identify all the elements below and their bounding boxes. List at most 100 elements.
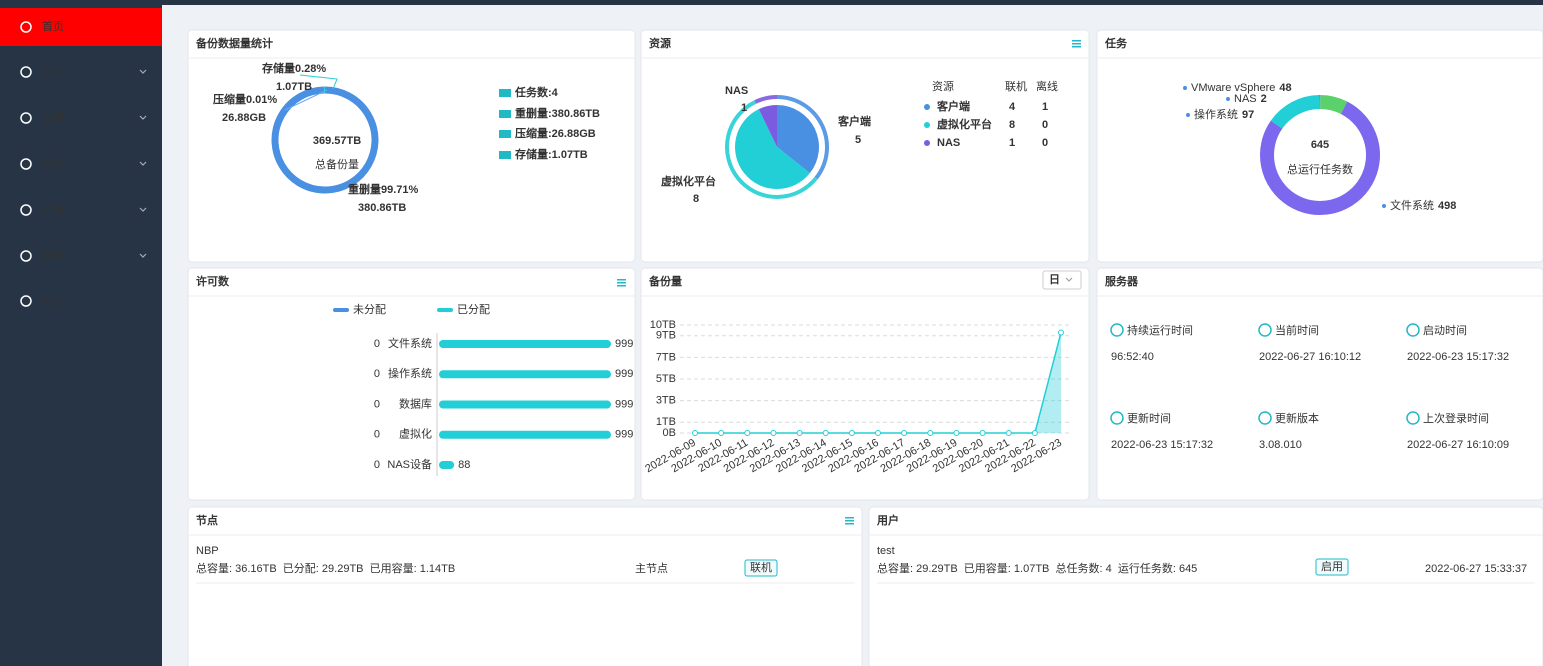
legend-swatch: [499, 130, 511, 138]
menu-icon[interactable]: [617, 279, 626, 281]
point: [744, 430, 751, 436]
info-value: 2022-06-27 16:10:09: [1407, 439, 1509, 451]
node-name: NBP: [196, 545, 219, 557]
table-header: 资源: [932, 79, 954, 93]
pie-slice: [734, 109, 810, 189]
card: [187, 267, 636, 501]
bar: [439, 400, 611, 409]
card-title: 用户: [877, 513, 899, 527]
slice-value: 2: [1261, 93, 1267, 105]
chevron: [139, 207, 147, 212]
bar-value: 88: [458, 459, 470, 471]
menu-icon[interactable]: [617, 285, 626, 287]
menu-icon[interactable]: [1072, 43, 1081, 45]
menu-item[interactable]: 存储: [42, 156, 64, 170]
slice-name: VMware vSphere: [1191, 82, 1275, 94]
menu-icon[interactable]: [845, 517, 854, 519]
dropdown[interactable]: [1042, 270, 1082, 290]
card: [1096, 29, 1543, 263]
table-cell: 8: [1009, 119, 1015, 131]
slice-name: NAS: [1234, 93, 1257, 105]
donut-segment: [271, 86, 379, 194]
card-title: 备份数据量统计: [195, 36, 273, 50]
table-cell: 客户端: [936, 99, 970, 113]
card: [1096, 267, 1543, 501]
menu-item[interactable]: 资源: [42, 110, 64, 124]
pie-label: NAS: [725, 85, 748, 97]
bar: [439, 340, 611, 348]
card: [187, 29, 636, 263]
chevron: [139, 69, 147, 74]
info-value: 3.08.010: [1259, 439, 1302, 451]
bar-value: 999: [615, 338, 633, 350]
point: [692, 430, 698, 436]
legend-dot: [924, 140, 930, 146]
sidebar-active: [0, 8, 162, 46]
menu-icon: [20, 204, 32, 216]
point: [848, 430, 855, 436]
card-title: 备份量: [648, 274, 682, 288]
menu-icon[interactable]: [845, 520, 854, 522]
point: [1005, 430, 1012, 436]
donut-segment: [1270, 95, 1320, 129]
ring-segment: [754, 95, 778, 104]
menu-icon[interactable]: [845, 523, 854, 525]
menu-icon: [20, 21, 32, 33]
menu-item[interactable]: 关于: [42, 293, 64, 307]
status-tag: [744, 559, 778, 577]
y-tick-label: 9TB: [656, 330, 676, 342]
y-tick-label: 0B: [663, 427, 676, 439]
slice-value: 97: [1242, 109, 1254, 121]
y-tick-label: 7TB: [656, 351, 676, 363]
slice-label: 存储量0.28%: [262, 61, 326, 75]
legend-label: 未分配: [353, 303, 386, 316]
menu-icon[interactable]: [617, 282, 626, 284]
info-icon: [1110, 411, 1124, 425]
info-value: 2022-06-27 16:10:12: [1259, 351, 1361, 363]
chevron: [139, 253, 147, 258]
legend-swatch: [333, 308, 349, 312]
legend-label: 重删量:380.86TB: [515, 106, 600, 120]
bar-value: 0: [374, 368, 380, 380]
pie-value: 8: [693, 193, 699, 205]
info-label: 启动时间: [1423, 324, 1467, 337]
menu-icon[interactable]: [1072, 40, 1081, 42]
pie-slice: [777, 105, 819, 174]
menu-icon[interactable]: [1072, 46, 1081, 48]
table-header: 离线: [1036, 79, 1058, 93]
top-bar: [0, 0, 1543, 5]
legend-dot: [1186, 113, 1190, 117]
menu-icon: [20, 66, 32, 78]
legend-label: 存储量:1.07TB: [515, 147, 588, 161]
info-label: 上次登录时间: [1423, 411, 1489, 425]
bar: [439, 461, 455, 469]
point: [1058, 329, 1064, 336]
menu-icon: [20, 295, 32, 307]
status-tag: [1315, 558, 1349, 576]
slice-label: 压缩量0.01%: [213, 92, 277, 106]
menu-item[interactable]: 用户: [42, 64, 64, 78]
slice-name: 文件系统: [1390, 198, 1434, 212]
y-tick-label: 1TB: [656, 416, 676, 428]
card-title: 资源: [649, 36, 671, 50]
category-label: 数据库: [399, 396, 432, 410]
point: [796, 430, 803, 436]
info-value: 96:52:40: [1111, 351, 1154, 363]
info-value: 2022-06-23 15:17:32: [1407, 351, 1509, 363]
bar-value: 999: [615, 429, 633, 441]
dropdown-value: 日: [1049, 273, 1060, 286]
info-value: 2022-06-23 15:17:32: [1111, 439, 1213, 451]
bar-value: 999: [615, 368, 633, 380]
point: [718, 430, 725, 436]
info-label: 更新时间: [1127, 411, 1171, 425]
table-header: 联机: [1005, 79, 1027, 93]
menu-item[interactable]: 系统: [42, 203, 64, 216]
menu-item[interactable]: 日志: [42, 249, 64, 262]
menu-item[interactable]: 首页: [42, 19, 64, 33]
bar-value: 0: [374, 398, 380, 410]
point: [822, 430, 829, 436]
bar: [439, 430, 611, 439]
point: [953, 430, 960, 436]
card-title: 任务: [1104, 36, 1128, 50]
